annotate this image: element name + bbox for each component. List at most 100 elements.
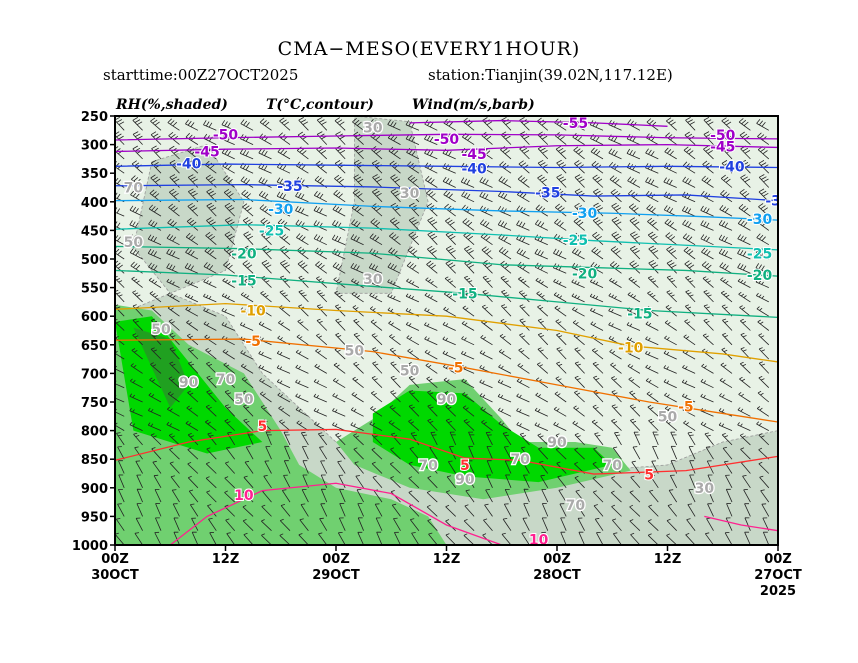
wind-barb <box>150 362 162 374</box>
wind-barb <box>719 204 733 217</box>
wind-barb <box>537 145 549 160</box>
wind-barb <box>350 248 364 260</box>
wind-barb <box>497 220 512 231</box>
wind-barb <box>259 204 272 217</box>
wind-barb <box>387 262 401 274</box>
wind-barb <box>187 375 199 388</box>
wind-barb <box>221 307 235 317</box>
wind-barb <box>371 376 383 388</box>
rh-label: 50 <box>234 392 254 408</box>
wind-barb <box>574 390 585 403</box>
wind-barb <box>611 217 622 231</box>
wind-barb <box>541 531 549 545</box>
wind-barb <box>136 503 143 517</box>
wind-barb <box>594 432 604 446</box>
wind-barb <box>756 119 769 131</box>
wind-barb <box>647 533 659 545</box>
wind-barb <box>593 504 604 517</box>
y-tick-label: 650 <box>81 339 108 354</box>
wind-barb <box>115 207 125 217</box>
wind-barb <box>284 445 291 460</box>
wind-barb <box>538 447 549 460</box>
rh-label: 50 <box>400 364 420 380</box>
wind-barb <box>519 131 530 145</box>
isotherm-label: -15 <box>231 274 256 290</box>
isotherm-label: -35 <box>277 179 302 195</box>
wind-barb <box>371 461 383 474</box>
wind-barb <box>409 390 420 403</box>
wind-barb <box>555 132 567 145</box>
isotherm-10 <box>704 515 778 532</box>
wind-barb <box>205 461 217 474</box>
wind-barb <box>405 293 420 303</box>
rh-region-95 <box>133 327 189 408</box>
wind-barb <box>117 446 125 460</box>
wind-barb <box>276 191 291 203</box>
wind-barb <box>147 422 162 431</box>
wind-barb <box>442 176 456 188</box>
wind-barb <box>682 161 696 174</box>
wind-barb <box>758 461 770 474</box>
wind-barb <box>353 174 364 188</box>
wind-barb <box>184 293 199 303</box>
wind-barb <box>443 118 456 131</box>
wind-barb <box>405 120 420 131</box>
wind-barb <box>626 350 641 360</box>
wind-barb <box>744 517 751 531</box>
wind-barb <box>612 446 622 460</box>
wind-barb <box>722 318 733 331</box>
wind-barb <box>295 407 309 417</box>
wind-barb <box>261 259 272 274</box>
wind-barb <box>339 488 346 503</box>
rh-label: 50 <box>658 409 678 425</box>
wind-barb <box>700 190 714 203</box>
wind-barb <box>505 474 512 488</box>
wind-barb <box>295 219 309 231</box>
wind-barb <box>666 518 677 531</box>
wind-barb <box>376 531 383 545</box>
wind-barb <box>571 262 585 274</box>
wind-barb <box>243 532 254 545</box>
wind-barb <box>722 332 733 346</box>
wind-barb <box>519 318 530 331</box>
wind-barb <box>627 176 641 188</box>
wind-barb <box>188 489 199 503</box>
isotherm-10 <box>169 482 502 545</box>
wind-barb <box>663 350 677 360</box>
wind-barb <box>370 406 383 417</box>
wind-barb <box>390 174 401 188</box>
wind-barb <box>295 191 309 203</box>
wind-barb <box>147 234 162 246</box>
wind-barb <box>185 119 199 131</box>
wind-barb <box>407 246 420 260</box>
wind-barb <box>755 279 769 288</box>
wind-barb <box>426 376 438 389</box>
wind-barb <box>553 233 567 246</box>
wind-barb <box>608 307 622 317</box>
wind-barb <box>278 132 291 145</box>
wind-barb <box>445 504 456 517</box>
wind-barb <box>518 276 530 288</box>
wind-barb <box>667 504 678 517</box>
wind-barb <box>223 188 235 203</box>
x-tick-label: 30OCT <box>91 568 139 583</box>
wind-barb <box>468 431 475 446</box>
wind-barb <box>332 205 346 217</box>
wind-barb <box>277 205 291 217</box>
wind-barb <box>131 348 143 360</box>
wind-barb <box>117 503 125 517</box>
wind-barb <box>689 460 696 474</box>
wind-barb <box>154 489 162 503</box>
wind-barb <box>166 248 180 260</box>
y-tick-label: 950 <box>81 510 108 525</box>
wind-barb <box>258 321 272 331</box>
wind-barb <box>571 279 585 288</box>
wind-barb <box>334 160 346 174</box>
wind-barb <box>663 162 677 174</box>
wind-barb <box>591 419 604 431</box>
wind-barb <box>224 504 235 517</box>
wind-barb <box>756 421 769 431</box>
wind-barb <box>737 278 751 288</box>
wind-barb <box>686 518 696 531</box>
wind-barb <box>148 262 162 274</box>
